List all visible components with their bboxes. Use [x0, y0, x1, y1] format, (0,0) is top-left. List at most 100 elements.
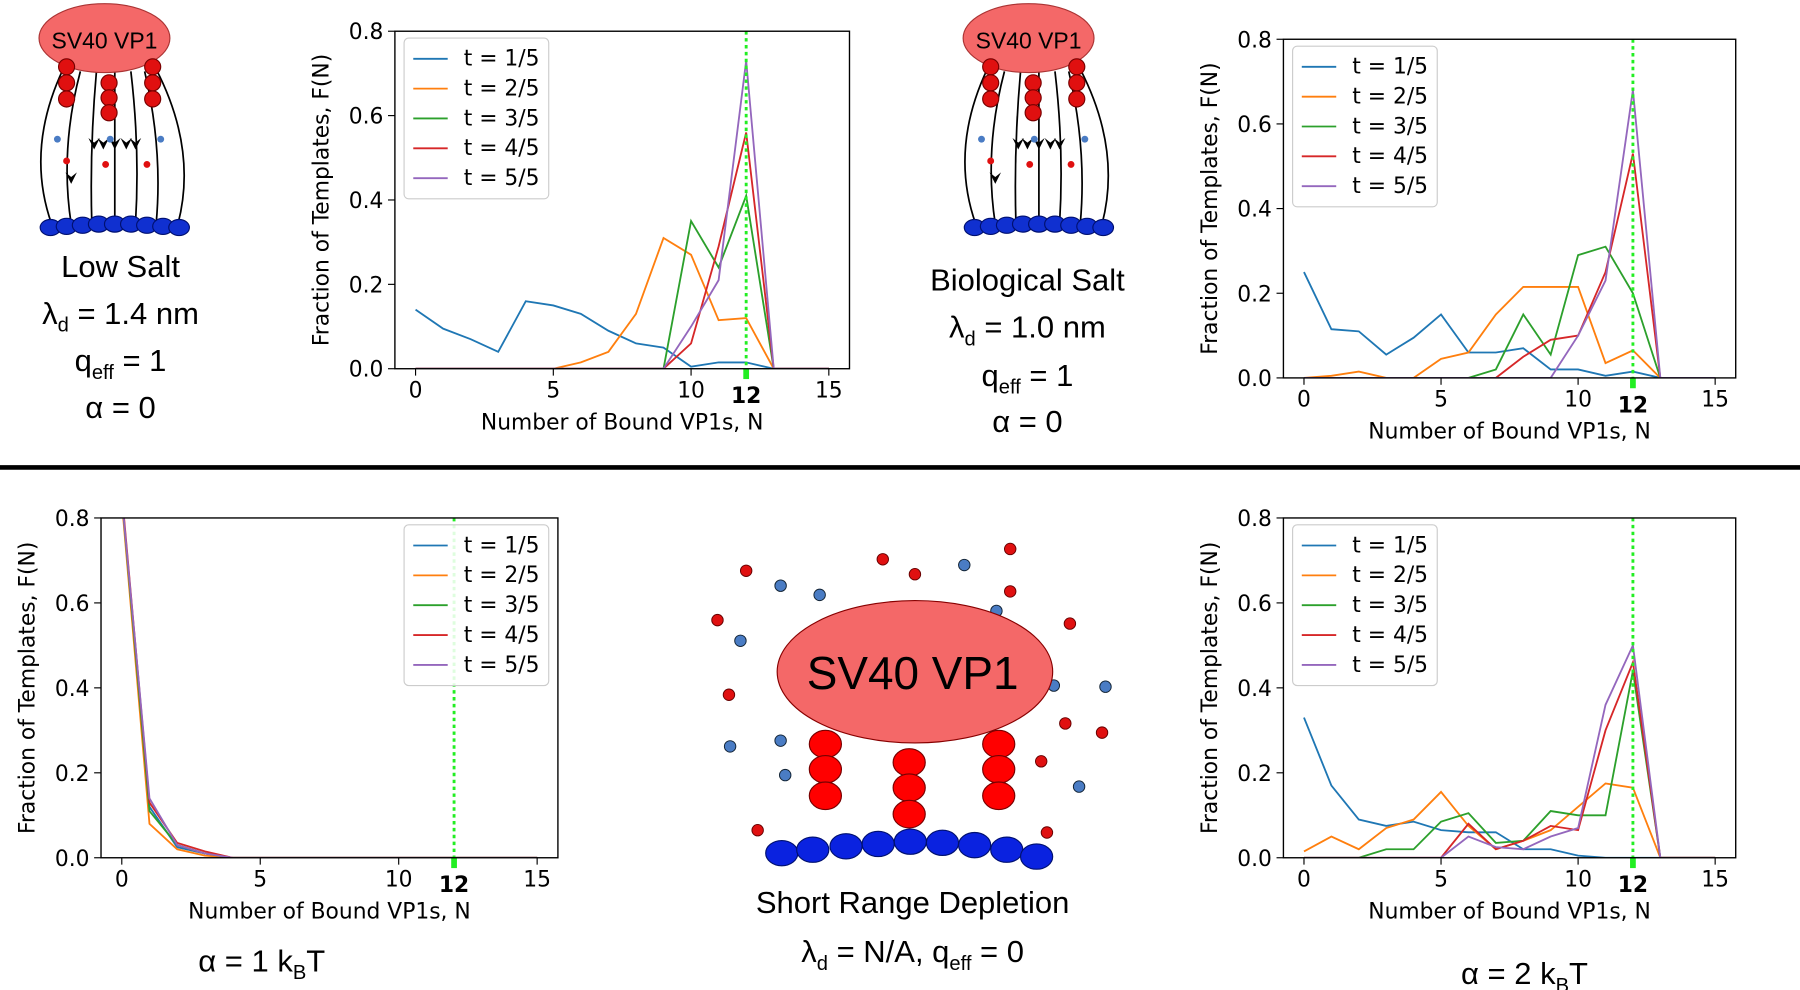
legend-label: t = 4/5 [464, 623, 540, 648]
series-line [122, 517, 538, 858]
y-tick-label: 0.6 [1237, 592, 1272, 617]
x-tick-label: 10 [1564, 388, 1592, 413]
x-axis-label: Number of Bound VP1s, N [1368, 900, 1651, 925]
text-part: = 1.4 nm [69, 296, 199, 331]
legend-label: t = 5/5 [464, 166, 540, 191]
reference-label: 12 [1618, 873, 1648, 898]
y-tick-label: 0.0 [55, 847, 90, 872]
protein-label: SV40 VP1 [807, 647, 1019, 699]
y-axis-label: Fraction of Templates, F(N) [15, 542, 40, 834]
text-part: λ [949, 310, 965, 345]
chart-caption: α = 2 kBT [1461, 956, 1588, 990]
y-tick-label: 0.2 [349, 273, 384, 298]
legend-label: t = 2/5 [464, 563, 540, 588]
y-tick-label: 0.0 [349, 358, 384, 383]
diagram-caption: λd = 1.0 nm [949, 310, 1106, 351]
x-axis-label: Number of Bound VP1s, N [1368, 420, 1651, 445]
y-tick-label: 0.6 [349, 105, 384, 130]
depletion-diagram [711, 542, 1112, 870]
y-axis-label: Fraction of Templates, F(N) [309, 54, 334, 346]
legend-label: t = 2/5 [464, 77, 540, 102]
protein-label: SV40 VP1 [52, 27, 158, 53]
text-part: α = 0 [85, 390, 155, 425]
reference-label: 12 [1618, 393, 1648, 418]
diagram-caption: qeff = 1 [75, 343, 167, 384]
series-line [1303, 658, 1716, 858]
protein-label: SV40 VP1 [976, 27, 1082, 53]
legend-label: t = 5/5 [1352, 174, 1428, 199]
series-line [122, 517, 538, 858]
text-part: B [1556, 975, 1569, 990]
legend-label: t = 3/5 [1352, 593, 1428, 618]
diagram-caption: λd = N/A, qeff = 0 [801, 934, 1024, 975]
text-part: eff [92, 362, 114, 384]
x-tick-label: 5 [1434, 388, 1448, 413]
text-part: q [75, 343, 92, 378]
legend-box [1292, 524, 1438, 687]
diagram-caption: α = 0 [85, 390, 155, 425]
y-tick-label: 0.8 [349, 20, 384, 45]
y-tick-label: 0.0 [1237, 367, 1272, 392]
legend-label: t = 3/5 [1352, 114, 1428, 139]
legend-box [1292, 45, 1438, 208]
y-tick-label: 0.4 [55, 677, 90, 702]
series-line [415, 132, 829, 369]
x-tick-label: 15 [815, 378, 843, 403]
legend-label: t = 4/5 [1352, 144, 1428, 169]
text-part: Short Range Depletion [756, 885, 1070, 920]
x-tick-label: 15 [523, 867, 551, 892]
text-part: = 0 [971, 934, 1024, 969]
x-tick-label: 5 [253, 867, 267, 892]
legend-label: t = 3/5 [464, 106, 540, 131]
text-part: B [293, 962, 306, 984]
series-line [1303, 717, 1716, 858]
y-tick-label: 0.2 [55, 762, 90, 787]
y-tick-label: 0.2 [1237, 762, 1272, 787]
y-axis-label: Fraction of Templates, F(N) [1198, 542, 1223, 834]
reference-label: 12 [731, 384, 761, 409]
legend-box [403, 37, 550, 200]
x-tick-label: 15 [1701, 867, 1729, 892]
text-part: = 1.0 nm [976, 310, 1106, 345]
y-axis-label: Fraction of Templates, F(N) [1198, 62, 1223, 354]
legend-label: t = 4/5 [464, 136, 540, 161]
series-line [1303, 271, 1716, 378]
x-tick-label: 10 [385, 867, 413, 892]
x-tick-label: 5 [1434, 867, 1448, 892]
series-line [1303, 245, 1716, 378]
y-tick-label: 0.4 [1237, 677, 1272, 702]
legend-label: t = 5/5 [1352, 653, 1428, 678]
x-tick-label: 15 [1701, 388, 1729, 413]
y-tick-label: 0.6 [55, 592, 90, 617]
x-tick-label: 0 [1297, 388, 1311, 413]
text-part: d [817, 953, 828, 975]
legend-label: t = 2/5 [1352, 563, 1428, 588]
legend-label: t = 5/5 [464, 653, 540, 678]
y-tick-label: 0.4 [1237, 198, 1272, 223]
series-line [415, 60, 829, 369]
legend-label: t = 1/5 [1352, 55, 1428, 80]
y-tick-label: 0.0 [1237, 847, 1272, 872]
series-line [415, 236, 829, 369]
y-tick-label: 0.4 [349, 189, 384, 214]
series-line [1303, 285, 1716, 378]
reference-label: 12 [439, 873, 469, 898]
text-part: T [306, 943, 325, 978]
text-part: = 1 [1021, 358, 1074, 393]
y-tick-label: 0.2 [1237, 282, 1272, 307]
y-tick-label: 0.6 [1237, 113, 1272, 138]
series-line [1303, 670, 1716, 858]
legend-label: t = 1/5 [1352, 533, 1428, 558]
text-part: eff [999, 377, 1021, 399]
y-tick-label: 0.8 [1237, 507, 1272, 532]
text-part: d [58, 315, 69, 337]
plot-frame [1282, 517, 1737, 859]
text-part: λ [801, 934, 817, 969]
diagram-caption: λd = 1.4 nm [42, 296, 199, 337]
x-tick-label: 10 [677, 378, 705, 403]
diagram-caption: Biological Salt [930, 263, 1125, 298]
series-line [415, 192, 829, 369]
text-part: q [982, 358, 999, 393]
legend-box [403, 524, 550, 687]
series-line [1303, 642, 1716, 858]
